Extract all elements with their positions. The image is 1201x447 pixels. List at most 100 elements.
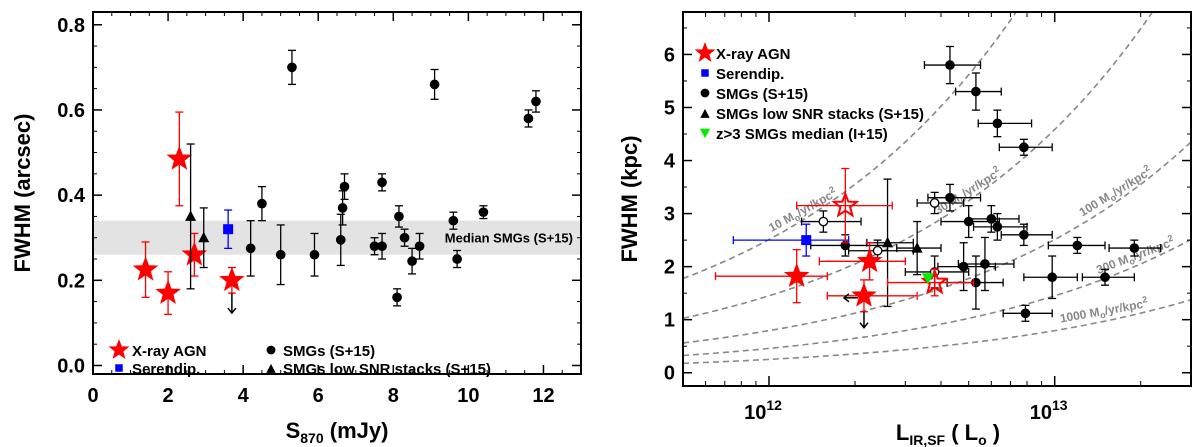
ssfr-curve-label-sub: o [1128,256,1137,267]
x-tick-label: 4 [238,385,250,407]
data-point-circle [337,203,348,213]
ssfr-curve-label-sup: 2 [1141,294,1148,305]
ssfr-curve-label-sup: 2 [827,184,836,195]
data-point-circle [377,177,387,188]
data-point-star [856,247,883,273]
right-legend-agn: X-ray AGN [716,46,790,63]
data-point-triangle-down [921,273,934,285]
legend-star-marker [108,338,130,359]
data-point-circle [399,232,410,243]
x-tick-exp: 12 [766,397,782,413]
data-point-circle [818,216,829,227]
data-point-circle [1019,229,1029,240]
left-legend: X-ray AGN Serendip. SMGs (S+15) SMGs low… [108,338,491,378]
data-point-circle [335,234,346,245]
ssfr-curve-label: 10 Mo/yr/kpc2 [765,184,840,237]
right-legend-triangle-down-icon [699,128,711,139]
x-tick-base: 10 [1030,402,1052,424]
right-legend-triangle-icon [700,108,710,118]
ssfr-curve-label-rest: /yr/kpc [959,168,999,201]
data-point-circle [980,259,990,269]
right-legend-circle-icon [700,88,710,98]
x-tick-label: 8 [388,385,399,407]
right-legend: X-ray AGN Serendip. SMGs (S+15) SMGs low… [694,41,924,143]
x-tick-label: 0 [87,385,98,407]
right-x-axis-label-unit-sub: o [978,432,987,447]
right-legend-square-icon [701,69,709,77]
ssfr-curve-label: 1000 Mo/yr/kpc2 [1058,294,1149,327]
data-point-circle [448,215,459,226]
data-point-triangle [198,231,210,243]
legend-circle-marker [266,345,276,355]
x-tick-label: 1013 [1030,397,1068,424]
ssfr-curve-label: 100 Mo/yr/kpc2 [1076,162,1156,221]
ssfr-curve-label-sub: o [1099,310,1107,321]
y-tick-label: 0.0 [57,355,85,377]
x-tick-label: 12 [532,385,554,407]
ssfr-curve-label-sub: o [1108,192,1118,204]
data-point-circle [287,62,297,73]
ssfr-curve-label-rest: /yr/kpc [794,188,835,219]
left-legend-circle-icon [266,345,276,355]
data-point-square [801,235,812,246]
data-point-circle [1047,272,1058,283]
left-legend-smg: SMGs (S+15) [283,343,375,360]
data-point-circle [945,60,955,70]
y-tick-label: 5 [664,97,675,119]
right-legend-star-icon [694,41,716,62]
ssfr-curve-label-rest: /yr/kpc [1110,167,1151,199]
data-point-square [223,224,234,235]
data-point-star [181,241,208,266]
ssfr-curve-label-rest: /yr/kpc [1104,297,1145,318]
legend-square-marker [701,69,709,77]
data-point-circle [992,118,1003,129]
y-tick-label: 2 [664,257,675,279]
data-point-star [783,262,810,288]
upper-limit-arrowhead [227,307,237,315]
left-legend-serendip: Serendip. [132,361,200,378]
data-point-triangle [911,242,923,253]
data-point-star [851,282,877,307]
ssfr-curve-label-main: 1000 M [1059,305,1101,326]
right-x-axis-label-sub: IR,SF [909,432,945,447]
data-point-star [219,266,245,292]
data-point-circle [275,249,286,260]
y-tick-label: 3 [664,204,675,226]
ssfr-curve [683,299,1191,365]
x-tick-label: 10 [457,385,479,407]
right-y-axis-label: FWHM (kpc) [617,135,642,262]
left-x-axis-label-unit: (mJy) [324,418,389,443]
data-point-circle [929,198,940,208]
data-point-circle [1129,243,1140,253]
ssfr-curve-label-main: 300 M [1094,252,1130,277]
data-point-circle [1019,142,1029,153]
legend-triangle-down-marker [699,128,711,139]
legend-triangle-marker [266,363,276,373]
data-point-circle [257,198,267,209]
data-point-star [155,279,181,304]
right-x-axis-label-unit: ( L [945,420,978,445]
right-x-axis-label-close: ) [987,420,1000,445]
left-plot-frame [92,11,582,375]
data-point-circle [245,243,256,254]
x-tick-base: 10 [744,402,766,424]
data-point-circle [377,241,387,252]
ssfr-curve [683,12,1154,320]
x-tick-label: 6 [313,385,324,407]
left-y-axis-label: FWHM (arcsec) [10,114,35,273]
ssfr-curve-label-main: 10 M [766,210,796,235]
right-x-axis-label: LIR,SF ( Lo ) [896,420,1000,447]
legend-circle-marker [700,88,710,98]
left-legend-star-icon [108,338,130,359]
data-point-circle [429,79,440,90]
ssfr-curve-label-sub: o [792,212,802,224]
y-tick-label: 0.8 [57,15,85,37]
ssfr-curve [683,141,1191,344]
right-legend-smg: SMGs (S+15) [716,86,808,103]
data-point-circle [392,292,402,303]
right-x-axis-label-main: L [896,420,909,445]
data-point-star [132,256,159,281]
data-point-circle [407,256,417,266]
data-point-circle [523,113,534,124]
